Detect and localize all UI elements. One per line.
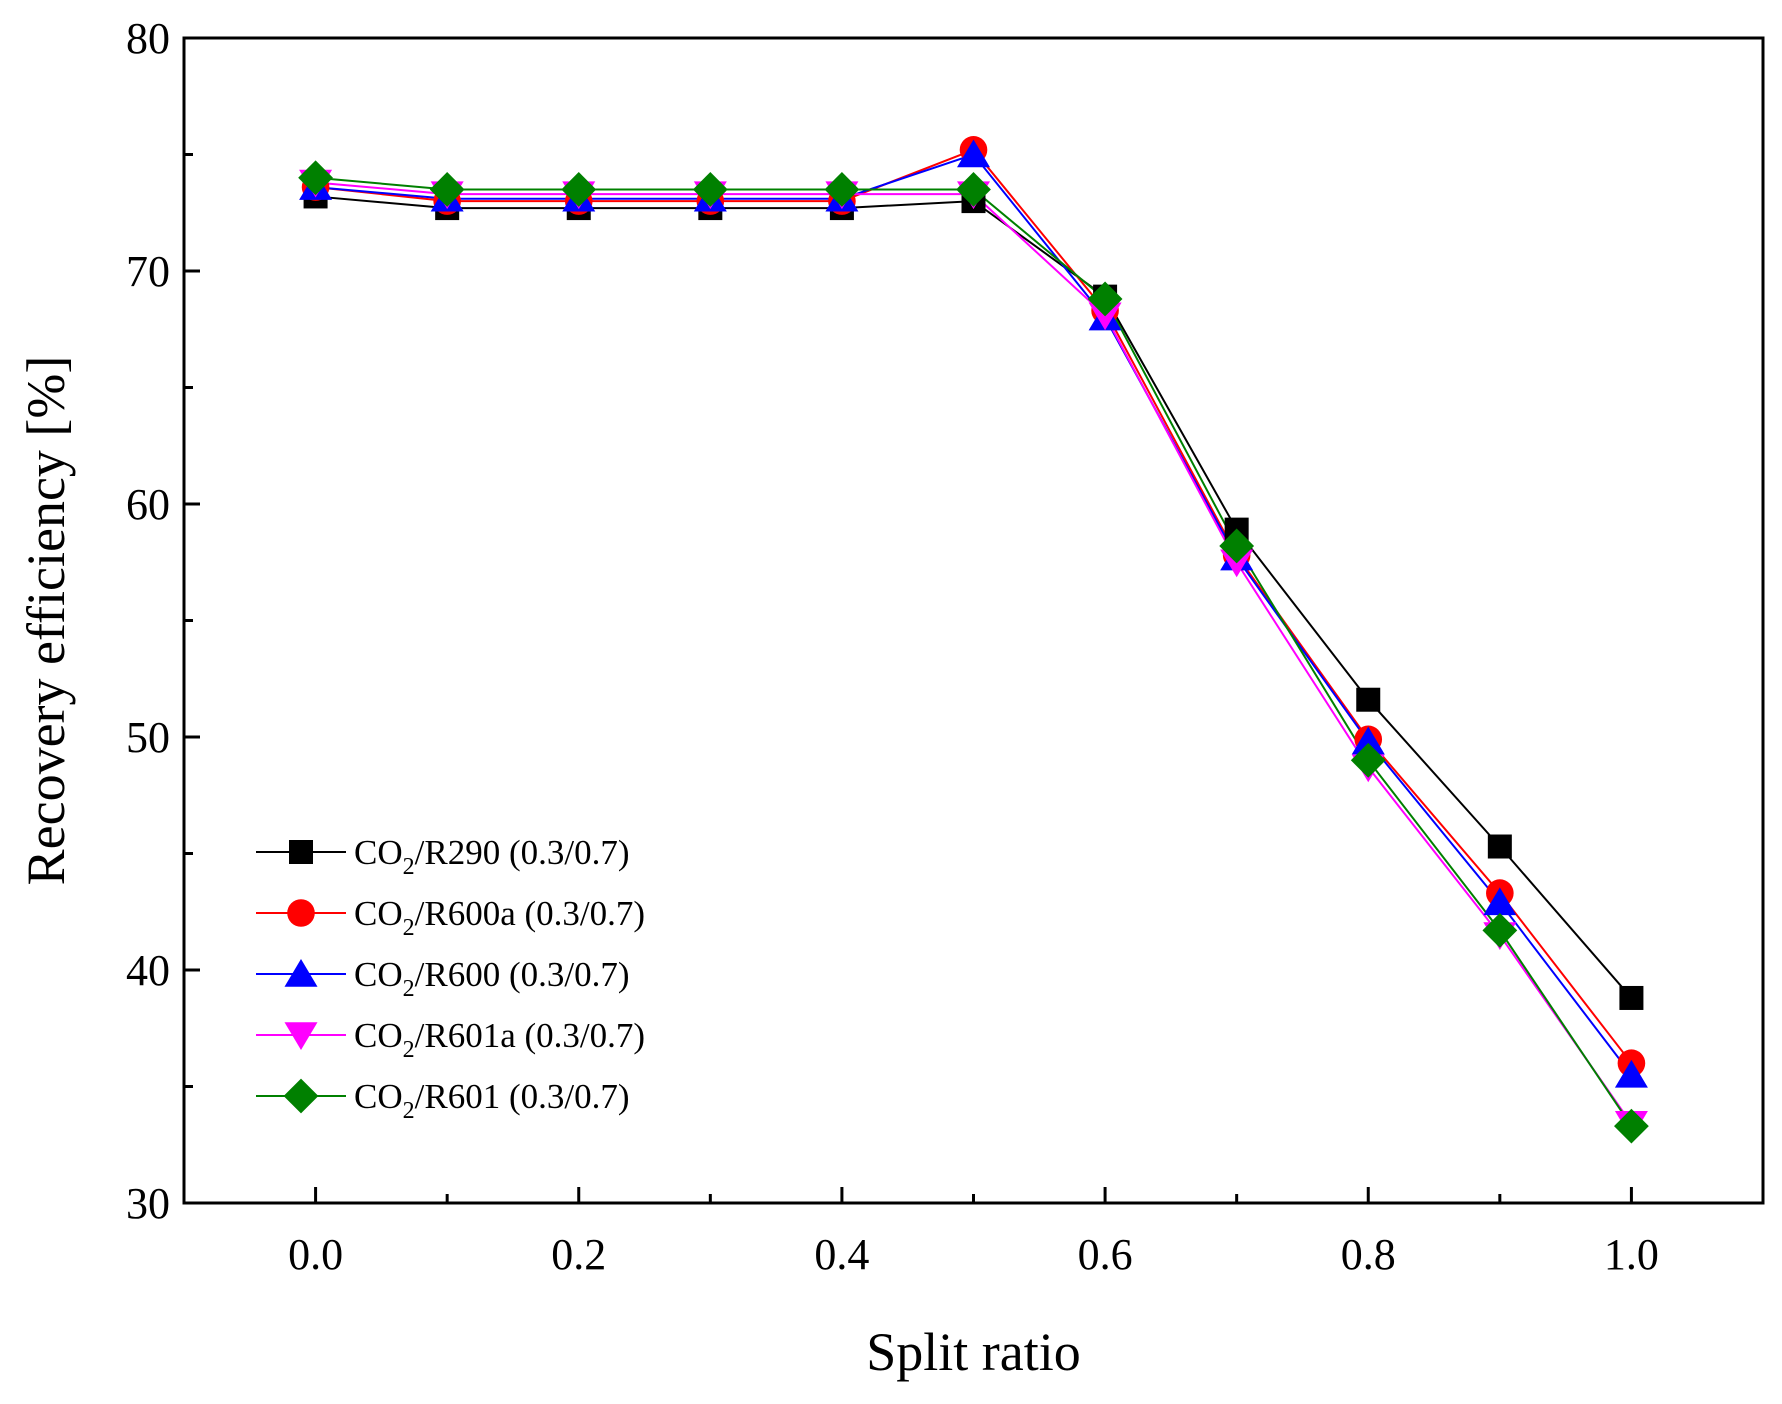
y-tick-label: 40 [126, 946, 170, 995]
legend-label-prefix: CO [354, 894, 403, 933]
data-point-2-8 [1351, 726, 1385, 755]
x-tick-label: 0.0 [288, 1230, 343, 1279]
legend-label-prefix: CO [354, 955, 403, 994]
legend-marker [287, 899, 315, 927]
x-tick-label: 0.4 [814, 1230, 869, 1279]
series-line-0 [315, 195, 1633, 999]
x-tick-label: 0.6 [1078, 1230, 1133, 1279]
legend: CO2/R290 (0.3/0.7)CO2/R600a (0.3/0.7)CO2… [256, 833, 645, 1124]
legend-label: CO2/R601 (0.3/0.7) [354, 1077, 629, 1124]
legend-label-subscript: 2 [403, 854, 415, 880]
legend-label-subscript: 2 [403, 1098, 415, 1124]
data-point-3-6 [1088, 302, 1122, 331]
data-point-4-5 [956, 172, 991, 207]
data-point-4-6 [1087, 281, 1123, 317]
legend-label-subscript: 2 [403, 915, 415, 941]
data-point-2-9 [1483, 887, 1517, 916]
data-point-3-7 [1220, 549, 1254, 578]
x-tick-label: 1.0 [1604, 1230, 1659, 1279]
data-point-0-10 [1619, 985, 1644, 1010]
legend-marker [283, 1078, 319, 1114]
legend-label-suffix: /R600 (0.3/0.7) [415, 955, 630, 994]
legend-item-2: CO2/R600 (0.3/0.7) [256, 955, 629, 1002]
data-point-4-8 [1350, 742, 1386, 778]
y-tick-label: 50 [126, 713, 170, 762]
x-tick-label: 0.8 [1341, 1230, 1396, 1279]
x-tick-label: 0.2 [551, 1230, 606, 1279]
legend-label-subscript: 2 [403, 976, 415, 1002]
x-axis-title: Split ratio [866, 1322, 1081, 1382]
legend-label: CO2/R290 (0.3/0.7) [354, 833, 629, 880]
legend-item-0: CO2/R290 (0.3/0.7) [256, 833, 629, 880]
data-point-0-9 [1487, 834, 1512, 859]
data-point-4-3 [692, 172, 728, 207]
data-point-4-1 [429, 172, 465, 207]
legend-label-prefix: CO [354, 1077, 403, 1116]
legend-label-prefix: CO [354, 833, 403, 872]
data-point-4-2 [561, 172, 597, 207]
data-point-4-10 [1614, 1108, 1649, 1144]
series-line-2 [315, 153, 1633, 1076]
y-axis-title: Recovery efficiency [%] [16, 356, 76, 886]
legend-label-prefix: CO [354, 1016, 403, 1055]
axes: 0.0 0.2 0.4 0.6 0.8 1.0 30 40 50 60 70 80 [126, 14, 1765, 1279]
data-point-2-5 [957, 139, 990, 168]
legend-marker [284, 1022, 318, 1050]
data-point-0-8 [1356, 687, 1381, 712]
data-point-4-4 [824, 172, 860, 207]
legend-label-suffix: /R601 (0.3/0.7) [415, 1077, 630, 1116]
legend-item-1: CO2/R600a (0.3/0.7) [256, 894, 645, 941]
legend-label-suffix: /R600a (0.3/0.7) [415, 894, 645, 933]
y-tick-label: 70 [126, 247, 170, 296]
legend-marker [284, 959, 318, 987]
y-tick-label: 60 [126, 480, 170, 529]
legend-label-subscript: 2 [403, 1037, 415, 1063]
legend-item-4: CO2/R601 (0.3/0.7) [256, 1077, 629, 1124]
legend-label: CO2/R600 (0.3/0.7) [354, 955, 629, 1002]
legend-label-suffix: /R290 (0.3/0.7) [415, 833, 630, 872]
legend-item-3: CO2/R601a (0.3/0.7) [256, 1016, 645, 1063]
data-point-4-0 [298, 160, 333, 196]
data-point-4-9 [1482, 912, 1518, 948]
legend-marker [289, 840, 313, 864]
data-point-4-7 [1219, 528, 1255, 564]
y-tick-label: 80 [126, 14, 170, 63]
legend-label-suffix: /R601a (0.3/0.7) [415, 1016, 645, 1055]
data-point-2-10 [1614, 1059, 1648, 1088]
legend-label: CO2/R600a (0.3/0.7) [354, 894, 645, 941]
y-tick-label: 30 [126, 1179, 170, 1228]
series-markers [298, 136, 1649, 1144]
legend-label: CO2/R601a (0.3/0.7) [354, 1016, 645, 1063]
